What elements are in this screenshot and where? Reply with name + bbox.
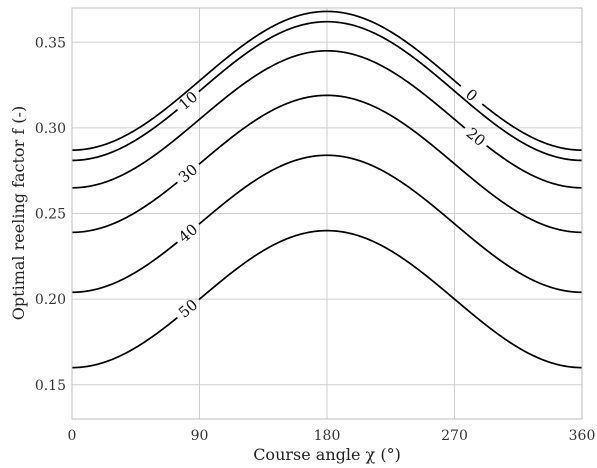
y-tick-label: 0.20 xyxy=(35,292,66,308)
x-tick-label: 360 xyxy=(569,428,596,444)
contour-line-50 xyxy=(71,229,583,369)
y-tick-labels: 0.15 0.20 0.25 0.30 0.35 xyxy=(35,35,66,394)
contour-line-0 xyxy=(71,10,583,151)
contour-line-20 xyxy=(71,49,583,189)
x-axis-label: Course angle χ (°) xyxy=(253,445,401,464)
x-tick-label: 180 xyxy=(314,428,341,444)
contour-label-30: 30 xyxy=(175,160,201,186)
y-tick-label: 0.35 xyxy=(35,35,66,51)
y-tick-label: 0.15 xyxy=(35,378,66,394)
x-tick-label: 0 xyxy=(68,428,77,444)
contour-line-40 xyxy=(71,154,583,294)
plot-frame xyxy=(71,7,583,420)
x-tick-labels: 0 90 180 270 360 xyxy=(68,428,596,444)
y-tick-label: 0.25 xyxy=(35,207,66,223)
x-tick-label: 270 xyxy=(441,428,468,444)
contour-label-10: 10 xyxy=(175,88,201,114)
contour-label-40: 40 xyxy=(175,220,201,246)
contour-line-30 xyxy=(71,94,583,234)
curves xyxy=(71,10,583,369)
grid xyxy=(71,8,583,419)
contour-label-0: 0 xyxy=(462,85,481,105)
y-axis-label: Optimal reeling factor f (-) xyxy=(9,106,28,320)
y-tick-label: 0.30 xyxy=(35,121,66,137)
contour-line-10 xyxy=(71,20,583,162)
x-tick-label: 90 xyxy=(191,428,209,444)
